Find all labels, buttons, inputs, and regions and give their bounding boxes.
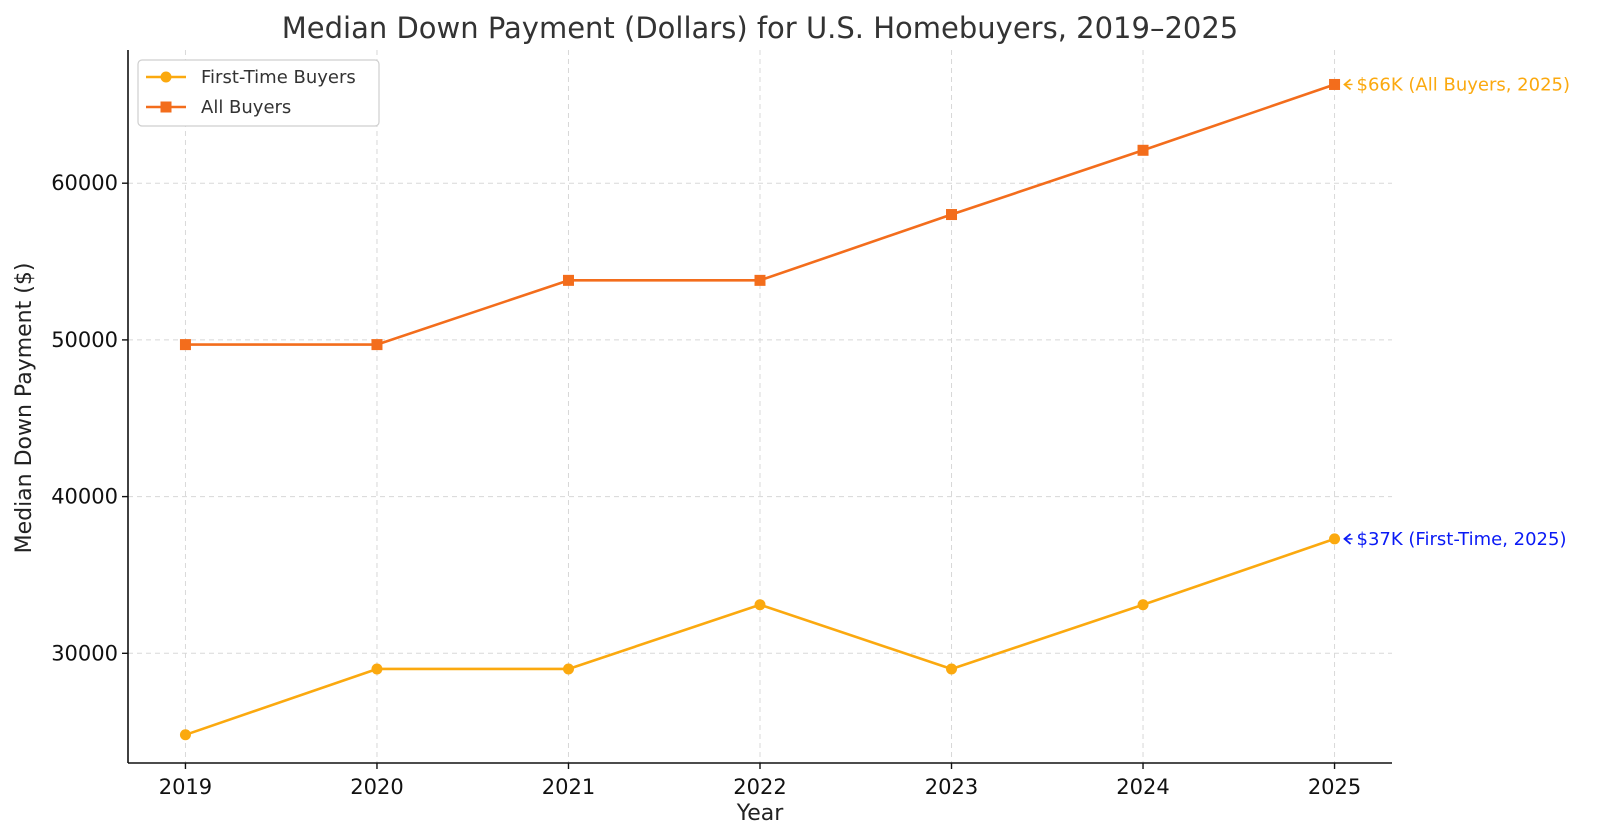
legend-marker-all-buyers xyxy=(160,101,172,113)
x-tick-label: 2025 xyxy=(1308,775,1361,799)
grid-lines xyxy=(128,50,1392,763)
axes: 2019 2020 2021 2022 2023 2024 2025 30000 40000 50… xyxy=(51,50,1392,799)
data-point-all-buyers xyxy=(946,209,958,221)
annotations: $66K (All Buyers, 2025) $37K (First-Time,… xyxy=(1343,74,1570,550)
data-point-all-buyers xyxy=(179,339,191,351)
data-point-all-buyers xyxy=(1137,144,1149,156)
data-point-first-time-buyers xyxy=(754,599,766,611)
legend-marker-first-time-buyers xyxy=(160,71,172,83)
data-point-all-buyers xyxy=(562,274,574,286)
chart-title: Median Down Payment (Dollars) for U.S. H… xyxy=(282,11,1239,45)
legend-label-first-time-buyers: First-Time Buyers xyxy=(201,67,356,88)
y-tick-label: 50000 xyxy=(51,328,118,352)
data-point-first-time-buyers xyxy=(562,663,574,675)
data-point-all-buyers xyxy=(1329,78,1341,90)
data-point-first-time-buyers xyxy=(1137,599,1149,611)
x-tick-label: 2024 xyxy=(1116,775,1169,799)
x-tick-label: 2020 xyxy=(350,775,403,799)
annotation-arrow-head xyxy=(1343,78,1352,91)
series-layer xyxy=(179,78,1341,741)
data-point-first-time-buyers xyxy=(371,663,383,675)
x-axis-label: Year xyxy=(736,801,785,826)
data-point-first-time-buyers xyxy=(1329,533,1341,545)
y-tick-label: 40000 xyxy=(51,485,118,509)
x-tick-label: 2019 xyxy=(159,775,212,799)
legend-label-all-buyers: All Buyers xyxy=(201,97,291,118)
y-tick-label: 60000 xyxy=(51,171,118,195)
annotation-label: $37K (First-Time, 2025) xyxy=(1357,529,1567,550)
y-tick-label: 30000 xyxy=(51,641,118,665)
annotation-arrow-head xyxy=(1343,533,1352,545)
legend: First-Time Buyers All Buyers xyxy=(137,59,380,127)
y-axis-label: Median Down Payment ($) xyxy=(12,263,37,554)
data-point-first-time-buyers xyxy=(946,663,958,675)
x-tick-label: 2023 xyxy=(925,775,978,799)
annotation-label: $66K (All Buyers, 2025) xyxy=(1357,74,1570,95)
data-point-first-time-buyers xyxy=(179,729,191,741)
x-tick-label: 2021 xyxy=(542,775,595,799)
data-point-all-buyers xyxy=(754,274,766,286)
legend-box xyxy=(137,59,380,127)
data-point-all-buyers xyxy=(371,339,383,351)
x-tick-label: 2022 xyxy=(733,775,786,799)
